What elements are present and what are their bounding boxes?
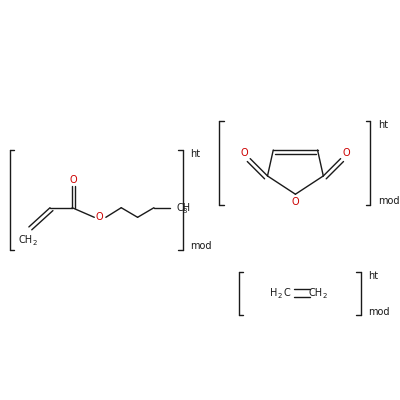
Text: mod: mod xyxy=(368,307,390,317)
Text: 3: 3 xyxy=(182,208,187,214)
Text: 2: 2 xyxy=(322,293,326,299)
Text: CH: CH xyxy=(308,288,323,298)
Text: O: O xyxy=(240,148,248,158)
Text: O: O xyxy=(342,148,350,158)
Text: mod: mod xyxy=(378,196,400,206)
Text: O: O xyxy=(95,212,103,222)
Text: 2: 2 xyxy=(278,293,282,299)
Text: mod: mod xyxy=(190,241,212,251)
Text: H: H xyxy=(270,288,277,298)
Text: 2: 2 xyxy=(32,240,37,246)
Text: CH: CH xyxy=(19,236,33,246)
Text: C: C xyxy=(283,288,290,298)
Text: O: O xyxy=(69,175,77,185)
Text: ht: ht xyxy=(190,149,201,159)
Text: ht: ht xyxy=(378,120,388,130)
Text: CH: CH xyxy=(176,203,190,213)
Text: O: O xyxy=(292,197,299,207)
Text: ht: ht xyxy=(368,271,379,281)
